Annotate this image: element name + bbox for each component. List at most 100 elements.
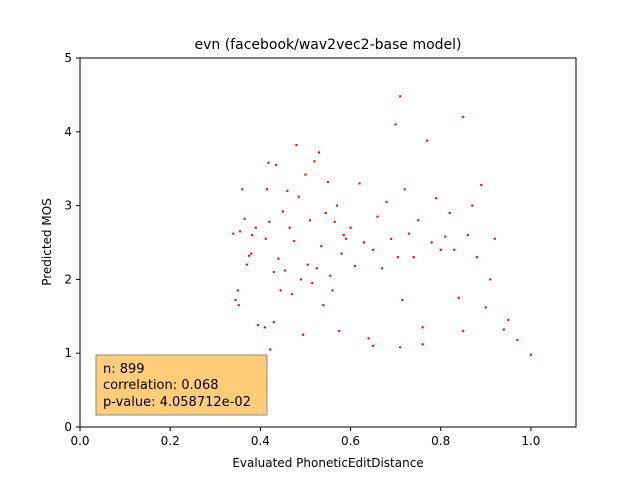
plot-frame <box>79 57 577 428</box>
data-point <box>439 248 442 252</box>
data-point <box>480 183 483 187</box>
data-point <box>471 204 474 207</box>
data-point <box>444 235 447 238</box>
data-point <box>277 257 280 260</box>
data-point <box>358 182 361 185</box>
data-point <box>462 115 465 119</box>
data-point <box>304 173 307 176</box>
y-tick-label: 3 <box>64 199 72 213</box>
y-axis-label: Predicted MOS <box>40 198 54 286</box>
stats-box-background <box>95 354 268 416</box>
data-point <box>371 248 375 252</box>
data-point <box>412 256 415 259</box>
data-point <box>421 326 424 329</box>
y-tick-label: 5 <box>64 51 72 65</box>
data-point <box>342 233 345 237</box>
data-point <box>236 289 240 292</box>
data-point <box>430 241 433 244</box>
data-point <box>401 298 404 302</box>
data-point <box>267 161 270 164</box>
data-point <box>326 180 330 184</box>
stats-box: n: 899 correlation: 0.068 p-value: 4.058… <box>95 354 268 416</box>
data-point <box>398 346 402 349</box>
data-point <box>466 233 469 237</box>
data-point <box>335 204 339 207</box>
data-point <box>453 248 456 252</box>
data-point <box>376 215 379 218</box>
data-point <box>516 338 519 342</box>
data-point <box>407 232 411 235</box>
x-tick-label: 0.8 <box>431 434 450 448</box>
data-point <box>396 256 400 259</box>
data-point <box>254 226 258 229</box>
data-point <box>338 329 341 333</box>
data-point <box>421 343 424 346</box>
data-point <box>265 188 269 191</box>
data-point <box>340 252 343 255</box>
data-point <box>281 210 285 213</box>
points-layer <box>232 95 533 356</box>
data-point <box>353 264 357 268</box>
y-tick-label: 4 <box>64 125 72 139</box>
data-point <box>333 220 336 224</box>
data-point <box>362 241 366 244</box>
data-point <box>251 233 254 237</box>
x-tick-label: 0.6 <box>341 434 360 448</box>
data-point <box>299 278 303 281</box>
data-point <box>256 323 260 327</box>
y-axis-ticks: 0 1 2 3 4 5 <box>64 51 80 434</box>
data-point <box>529 353 533 356</box>
data-point <box>292 239 296 243</box>
data-point <box>344 237 348 241</box>
data-point <box>288 226 291 229</box>
data-point <box>462 329 465 333</box>
data-point <box>241 188 244 191</box>
chart-title: evn (facebook/wav2vec2-base model) <box>195 37 462 53</box>
data-point <box>274 163 278 167</box>
data-point <box>493 237 497 241</box>
data-point <box>237 304 240 307</box>
data-point <box>250 252 253 255</box>
data-point <box>380 267 384 270</box>
data-point <box>484 306 488 309</box>
data-point <box>475 256 478 259</box>
data-point <box>435 197 438 200</box>
data-point <box>324 211 327 215</box>
data-point <box>416 219 420 222</box>
stats-n: n: 899 <box>103 362 145 377</box>
y-tick-label: 2 <box>64 272 72 286</box>
data-point <box>313 160 316 163</box>
stats-p-value: p-value: 4.058712e-02 <box>103 395 251 410</box>
data-point <box>320 244 323 248</box>
data-point <box>263 326 267 329</box>
data-point <box>315 267 318 270</box>
data-point <box>272 321 276 324</box>
x-axis-ticks: 0.0 0.2 0.4 0.6 0.8 1.0 <box>70 427 540 448</box>
data-point <box>394 123 397 126</box>
data-point <box>245 263 249 266</box>
x-tick-label: 0.2 <box>161 434 180 448</box>
data-point <box>502 328 506 331</box>
x-tick-label: 1.0 <box>521 434 540 448</box>
data-point <box>322 304 325 307</box>
data-point <box>349 226 352 229</box>
data-point <box>317 151 321 154</box>
data-point <box>385 200 388 204</box>
y-tick-label: 0 <box>64 420 72 434</box>
data-point <box>286 189 289 193</box>
data-point <box>243 217 246 221</box>
data-point <box>232 232 235 235</box>
data-point <box>403 188 406 191</box>
data-point <box>367 337 370 340</box>
x-axis-label: Evaluated PhoneticEditDistance <box>232 456 423 470</box>
data-point <box>238 230 242 233</box>
y-tick-label: 1 <box>64 346 72 360</box>
data-point <box>269 348 272 351</box>
data-point <box>457 296 460 300</box>
data-point <box>371 344 375 348</box>
data-point <box>311 281 314 285</box>
data-point <box>448 211 451 215</box>
data-point <box>272 270 276 274</box>
data-point <box>426 139 429 142</box>
data-point <box>329 274 332 277</box>
